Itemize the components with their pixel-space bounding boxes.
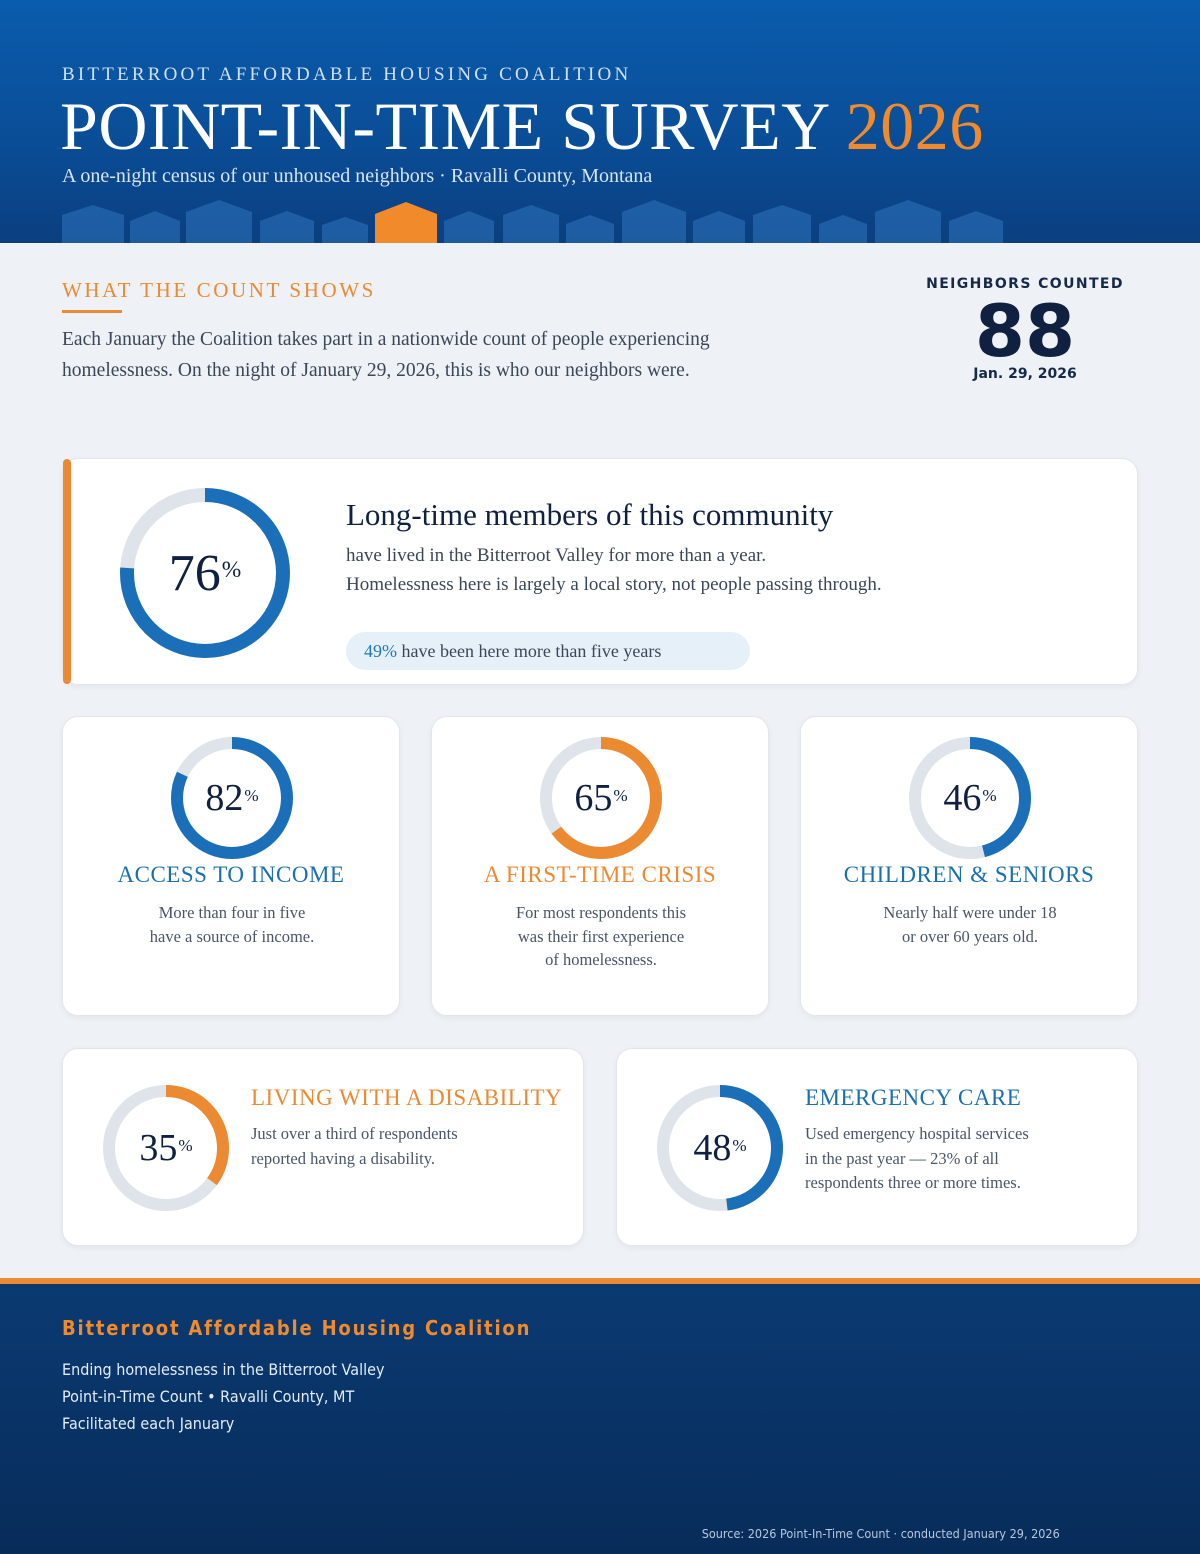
card-accent-bar: [63, 459, 71, 684]
title-text: POINT-IN-TIME SURVEY: [60, 88, 829, 164]
first-time-description: For most respondents this was their first…: [515, 903, 687, 969]
emergency-care-donut-chart: 48%: [657, 1085, 783, 1211]
emergency-care-title: EMERGENCY CARE: [805, 1085, 1022, 1110]
hero-description: have lived in the Bitterroot Valley for …: [346, 545, 882, 595]
income-title: ACCESS TO INCOME: [117, 862, 345, 887]
donut-value-arc: [171, 737, 293, 859]
title-year: 2026: [845, 88, 984, 164]
donut-value-arc: [657, 1085, 783, 1211]
neighbors-counted-stat: NEIGHBORS COUNTED 88 Jan. 29, 2026: [920, 276, 1130, 382]
stat-card-disability: 35% LIVING WITH A DISABILITY Just over a…: [62, 1048, 584, 1246]
disability-title: LIVING WITH A DISABILITY: [251, 1085, 563, 1110]
hero-detail-pill: 49% have been here more than five years: [346, 632, 750, 670]
footer-details: Ending homelessness in the Bitterroot Va…: [62, 1356, 384, 1437]
label-underline: [62, 310, 122, 313]
income-percent: 82%: [205, 777, 259, 819]
section-label: WHAT THE COUNT SHOWS: [62, 278, 376, 302]
highlighted-house-icon: [375, 202, 437, 243]
page-subtitle: A one-night census of our unhoused neigh…: [62, 165, 653, 187]
pill-text: have been here more than five years: [397, 641, 662, 661]
children-seniors-description: Nearly half were under 18 or over 60 year…: [883, 903, 1057, 946]
footer-line: Point-in-Time Count • Ravalli County, MT: [62, 1387, 355, 1406]
footer-org-name: Bitterroot Affordable Housing Coalition: [62, 1316, 532, 1340]
emergency-care-percent: 48%: [693, 1127, 747, 1169]
counted-label: NEIGHBORS COUNTED: [926, 276, 1124, 292]
stat-card-emergency-care: 48% EMERGENCY CARE Used emergency hospit…: [616, 1048, 1138, 1246]
disability-description: Just over a third of respondents reported…: [251, 1124, 458, 1168]
disability-donut-chart: 35%: [103, 1085, 229, 1211]
income-donut-chart: 82%: [171, 737, 293, 859]
donut-value-arc: [909, 737, 1031, 859]
first-time-percent: 65%: [574, 777, 628, 819]
children-seniors-donut-chart: 46%: [909, 737, 1031, 859]
stat-card-income: 82% ACCESS TO INCOME More than four in f…: [62, 716, 400, 1016]
hero-stat-card: 76% Long-time members of this community …: [62, 458, 1138, 685]
page-title: POINT-IN-TIME SURVEY 2026: [60, 86, 984, 166]
header-banner: BITTERROOT AFFORDABLE HOUSING COALITION …: [0, 0, 1200, 243]
pill-percent: 49%: [364, 641, 397, 661]
footer-line: Ending homelessness in the Bitterroot Va…: [62, 1360, 385, 1379]
house-skyline-graphic: [62, 200, 1003, 243]
intro-paragraph: Each January the Coalition takes part in…: [62, 329, 710, 381]
children-seniors-title: CHILDREN & SENIORS: [843, 862, 1095, 887]
hero-donut-chart: 76%: [120, 488, 290, 658]
org-name: BITTERROOT AFFORDABLE HOUSING COALITION: [62, 64, 632, 85]
hero-percent: 76%: [168, 544, 242, 602]
first-time-donut-chart: 65%: [540, 737, 662, 859]
donut-value-arc: [103, 1085, 229, 1211]
donut-value-arc: [120, 488, 290, 658]
footer-line: Facilitated each January: [62, 1414, 235, 1433]
first-time-title: A FIRST-TIME CRISIS: [483, 862, 717, 887]
footer: Bitterroot Affordable Housing Coalition …: [0, 1278, 1200, 1554]
counted-date: Jan. 29, 2026: [973, 366, 1077, 382]
stat-card-first-time: 65% A FIRST-TIME CRISIS For most respond…: [431, 716, 769, 1016]
stat-card-children-seniors: 46% CHILDREN & SENIORS Nearly half were …: [800, 716, 1138, 1016]
income-description: More than four in five have a source of i…: [149, 903, 315, 946]
children-seniors-percent: 46%: [943, 777, 997, 819]
footer-source-note: Source: 2026 Point-In-Time Count · condu…: [702, 1526, 1060, 1541]
emergency-care-description: Used emergency hospital services in the p…: [805, 1124, 1029, 1192]
donut-value-arc: [540, 737, 662, 859]
disability-percent: 35%: [139, 1127, 193, 1169]
counted-value: 88: [974, 289, 1076, 373]
hero-title: Long-time members of this community: [346, 497, 834, 532]
